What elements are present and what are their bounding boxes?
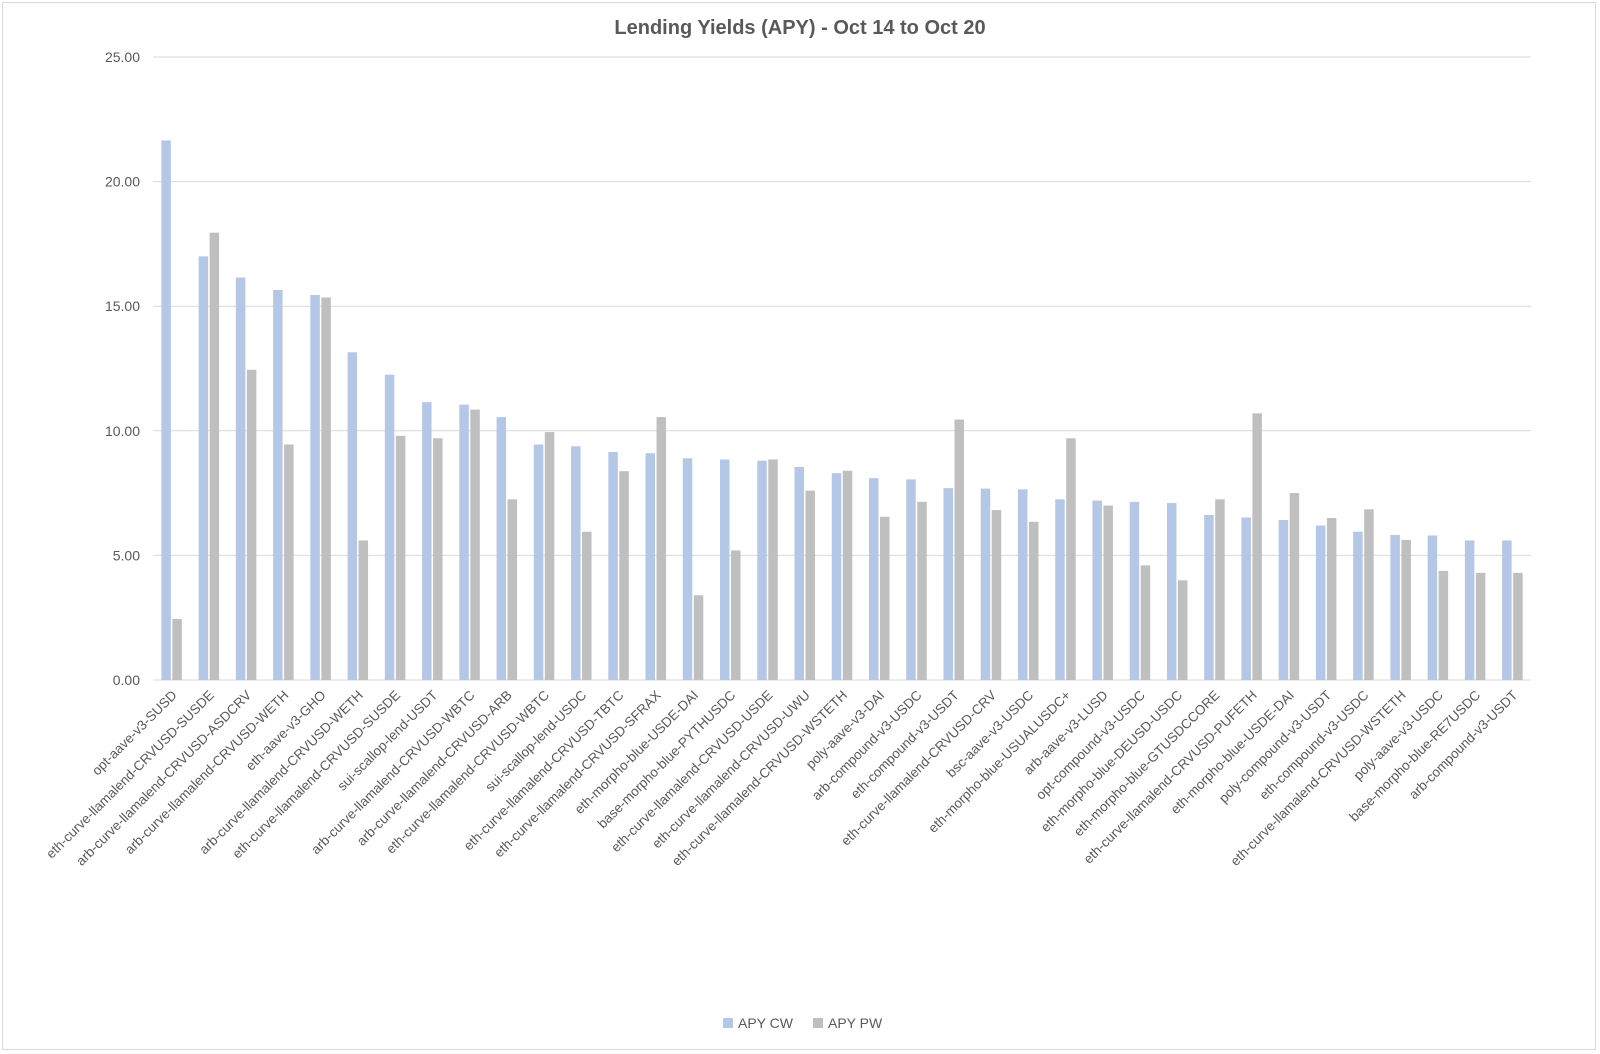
bar-apy-cw: [1278, 520, 1289, 680]
bar-apy-pw: [433, 438, 443, 680]
bar-apy-pw: [1401, 539, 1411, 680]
bar-apy-pw: [805, 490, 816, 680]
bar-apy-cw: [943, 488, 953, 680]
bar-apy-pw: [284, 444, 294, 680]
bar-apy-cw: [1390, 534, 1400, 680]
bar-apy-pw: [1364, 509, 1374, 680]
bar-apy-cw: [794, 466, 805, 680]
bar-apy-cw: [831, 473, 842, 680]
bar-apy-cw: [720, 459, 730, 680]
bar-apy-pw: [1177, 580, 1188, 680]
bar-apy-cw: [645, 453, 656, 680]
bar-apy-cw: [1502, 540, 1512, 680]
bar-apy-cw: [347, 352, 358, 680]
bar-apy-pw: [507, 499, 518, 680]
bar-apy-pw: [1028, 521, 1039, 680]
bar-apy-cw: [459, 404, 469, 680]
legend-label: APY PW: [828, 1015, 883, 1031]
bar-apy-cw: [198, 256, 209, 680]
x-tick-label: arb-curve-llamalend-CRVUSD-ASDCRV: [73, 688, 254, 869]
bar-apy-pw: [1475, 572, 1486, 680]
bar-apy-cw: [533, 444, 544, 680]
bar-apy-pw: [246, 369, 257, 680]
bar-apy-pw: [879, 516, 890, 680]
legend: APY CW APY PW: [723, 1015, 883, 1031]
x-tick-label: eth-curve-llamalend-CRVUSD-SUSDE: [43, 688, 217, 862]
bar-apy-pw: [321, 297, 331, 680]
bar-apy-pw: [842, 470, 853, 680]
bar-apy-pw: [358, 540, 369, 680]
bars: [161, 140, 1523, 680]
bar-apy-cw: [235, 277, 246, 680]
bar-apy-pw: [1513, 572, 1523, 680]
bar-apy-pw: [1103, 505, 1113, 680]
bar-apy-pw: [582, 531, 592, 680]
y-tick-label: 0.00: [113, 672, 140, 688]
bar-apy-pw: [768, 459, 778, 680]
bar-apy-pw: [1215, 499, 1225, 680]
bar-apy-pw: [619, 471, 629, 680]
y-tick-label: 15.00: [105, 298, 140, 314]
bar-apy-cw: [384, 374, 395, 680]
legend-swatch: [813, 1018, 823, 1028]
bar-apy-pw: [656, 417, 667, 680]
bar-apy-pw: [172, 618, 182, 680]
y-tick-label: 20.00: [105, 174, 140, 190]
bar-apy-pw: [1066, 438, 1076, 680]
bar-apy-cw: [682, 458, 693, 680]
bar-apy-cw: [161, 140, 171, 680]
x-axis-ticks: opt-aave-v3-SUSDeth-curve-llamalend-CRVU…: [43, 687, 1520, 868]
bar-apy-pw: [209, 232, 220, 680]
gridlines: [153, 56, 1531, 681]
bar-apy-pw: [544, 432, 555, 680]
y-tick-label: 25.00: [105, 49, 140, 65]
bar-apy-pw: [1252, 413, 1262, 680]
bar-apy-cw: [906, 479, 916, 680]
bar-apy-cw: [1241, 517, 1251, 680]
bar-apy-cw: [273, 290, 283, 680]
bar-apy-cw: [868, 478, 879, 680]
bar-apy-pw: [1289, 493, 1300, 680]
bar-apy-cw: [980, 488, 991, 680]
bar-apy-cw: [1166, 503, 1177, 680]
bar-apy-cw: [496, 417, 507, 680]
legend-label: APY CW: [738, 1015, 794, 1031]
bar-apy-cw: [1427, 535, 1438, 680]
y-tick-label: 5.00: [113, 547, 140, 563]
bar-apy-pw: [1140, 565, 1151, 680]
bar-apy-pw: [1326, 518, 1337, 680]
bar-apy-cw: [1353, 531, 1363, 680]
bar-apy-cw: [422, 402, 432, 680]
bar-apy-pw: [991, 510, 1002, 680]
bar-apy-pw: [954, 419, 964, 680]
bar-apy-cw: [1129, 501, 1140, 680]
bar-apy-pw: [395, 435, 406, 680]
bar-apy-cw: [1464, 540, 1475, 680]
bar-apy-cw: [757, 460, 767, 680]
bar-apy-cw: [1017, 489, 1028, 680]
bar-apy-pw: [693, 595, 704, 680]
bar-apy-cw: [1204, 515, 1214, 680]
bar-apy-pw: [1438, 570, 1449, 680]
bar-apy-pw: [470, 409, 480, 680]
legend-swatch: [723, 1018, 733, 1028]
bar-apy-cw: [1092, 500, 1102, 680]
y-tick-label: 10.00: [105, 423, 140, 439]
bar-apy-pw: [731, 550, 741, 680]
bar-apy-cw: [571, 446, 581, 680]
y-axis-ticks: 0.00 5.00 10.00 15.00 20.00 25.00: [105, 49, 140, 688]
bar-apy-cw: [1055, 499, 1065, 680]
bar-apy-pw: [917, 501, 927, 680]
chart-title: Lending Yields (APY) - Oct 14 to Oct 20: [614, 17, 985, 39]
bar-apy-cw: [310, 294, 320, 680]
bar-apy-cw: [608, 451, 618, 680]
bar-apy-cw: [1315, 525, 1326, 680]
